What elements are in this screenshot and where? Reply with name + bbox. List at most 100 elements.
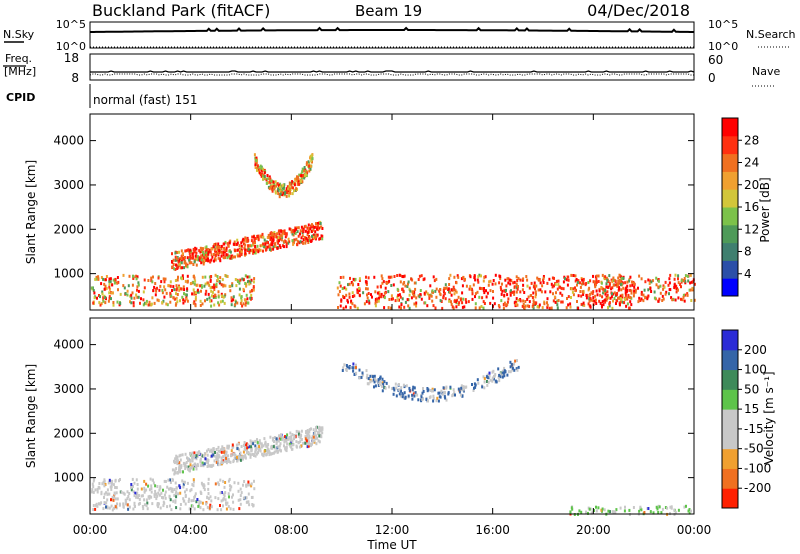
echo-cell: [119, 478, 121, 481]
echo-cell: [196, 283, 199, 287]
echo-cell: [110, 504, 113, 508]
echo-cell: [214, 482, 217, 486]
echo-cell: [511, 366, 514, 370]
echo-cell: [273, 235, 276, 239]
echo-cell: [299, 440, 302, 444]
echo-cell: [241, 457, 244, 461]
echo-cell: [166, 303, 169, 307]
echo-cell: [194, 304, 197, 308]
echo-cell: [455, 281, 458, 285]
echo-cell: [143, 286, 146, 290]
echo-cell: [286, 442, 289, 446]
echo-cell: [622, 277, 625, 280]
echo-cell: [478, 295, 481, 299]
echo-cell: [380, 295, 383, 299]
echo-cell: [100, 276, 103, 279]
echo-cell: [305, 236, 308, 240]
echo-cell: [291, 232, 294, 236]
echo-cell: [284, 435, 286, 439]
echo-cell: [131, 485, 134, 488]
echo-cell: [586, 293, 589, 297]
echo-cell: [206, 281, 209, 285]
echo-cell: [585, 296, 588, 300]
echo-cell: [229, 507, 232, 511]
echo-cell: [155, 492, 158, 496]
echo-cell: [443, 390, 446, 394]
echo-cell: [219, 259, 222, 263]
echo-cell: [163, 295, 166, 299]
echo-cell: [272, 436, 275, 440]
echo-cell: [438, 289, 441, 293]
echo-cell: [626, 284, 629, 288]
echo-cell: [691, 286, 694, 290]
echo-cell: [392, 386, 395, 390]
echo-cell: [195, 457, 198, 461]
echo-cell: [287, 241, 290, 245]
echo-cell: [399, 280, 402, 284]
echo-cell: [274, 180, 277, 184]
echo-cell: [181, 277, 184, 281]
echo-cell: [278, 434, 281, 438]
echo-cell: [243, 242, 245, 246]
echo-cell: [236, 301, 239, 305]
echo-cell: [689, 281, 692, 285]
echo-cell: [638, 509, 641, 513]
echo-cell: [203, 452, 206, 456]
echo-cell: [91, 488, 94, 492]
echo-cell: [201, 454, 204, 458]
echo-cell: [275, 233, 278, 237]
echo-cell: [229, 256, 232, 260]
echo-cell: [108, 277, 111, 281]
echo-cell: [163, 285, 166, 289]
echo-cell: [209, 495, 212, 499]
echo-cell: [102, 277, 105, 281]
echo-cell: [574, 274, 577, 278]
echo-cell: [162, 496, 165, 500]
echo-cell: [203, 484, 206, 488]
echo-cell: [202, 247, 204, 251]
echo-cell: [375, 379, 378, 383]
echo-cell: [235, 300, 237, 304]
echo-cell: [209, 260, 212, 264]
echo-cell: [217, 301, 220, 305]
echo-cell: [402, 282, 405, 286]
echo-cell: [238, 280, 241, 284]
echo-cell: [291, 439, 294, 443]
echo-cell: [268, 175, 271, 179]
echo-cell: [182, 485, 185, 489]
echo-cell: [217, 483, 220, 487]
echo-cell: [461, 394, 464, 398]
echo-cell: [190, 504, 193, 508]
echo-cell: [169, 300, 172, 304]
echo-cell: [407, 282, 409, 286]
echo-cell: [275, 437, 278, 441]
echo-cell: [283, 439, 286, 443]
echo-cell: [257, 238, 260, 242]
echo-cell: [598, 299, 601, 303]
echo-cell: [112, 483, 115, 487]
echo-cell: [516, 279, 519, 282]
echo-cell: [147, 279, 150, 282]
echo-cell: [130, 488, 133, 492]
echo-cell: [192, 467, 195, 471]
echo-cell: [590, 298, 593, 302]
echo-cell: [290, 445, 292, 449]
echo-cell: [166, 505, 169, 509]
echo-cell: [311, 234, 313, 238]
echo-cell: [483, 287, 485, 290]
echo-cell: [207, 292, 210, 296]
echo-cell: [543, 300, 546, 304]
echo-cell: [655, 505, 658, 509]
echo-cell: [599, 301, 602, 305]
echo-cell: [256, 166, 259, 170]
echo-cell: [102, 507, 105, 511]
echo-cell: [603, 508, 606, 512]
echo-cell: [107, 299, 110, 303]
echo-cell: [306, 233, 309, 237]
echo-cell: [179, 266, 182, 270]
echo-cell: [546, 297, 549, 301]
echo-cell: [266, 177, 269, 181]
echo-cell: [382, 382, 385, 386]
echo-cell: [640, 277, 643, 281]
echo-cell: [226, 444, 229, 448]
